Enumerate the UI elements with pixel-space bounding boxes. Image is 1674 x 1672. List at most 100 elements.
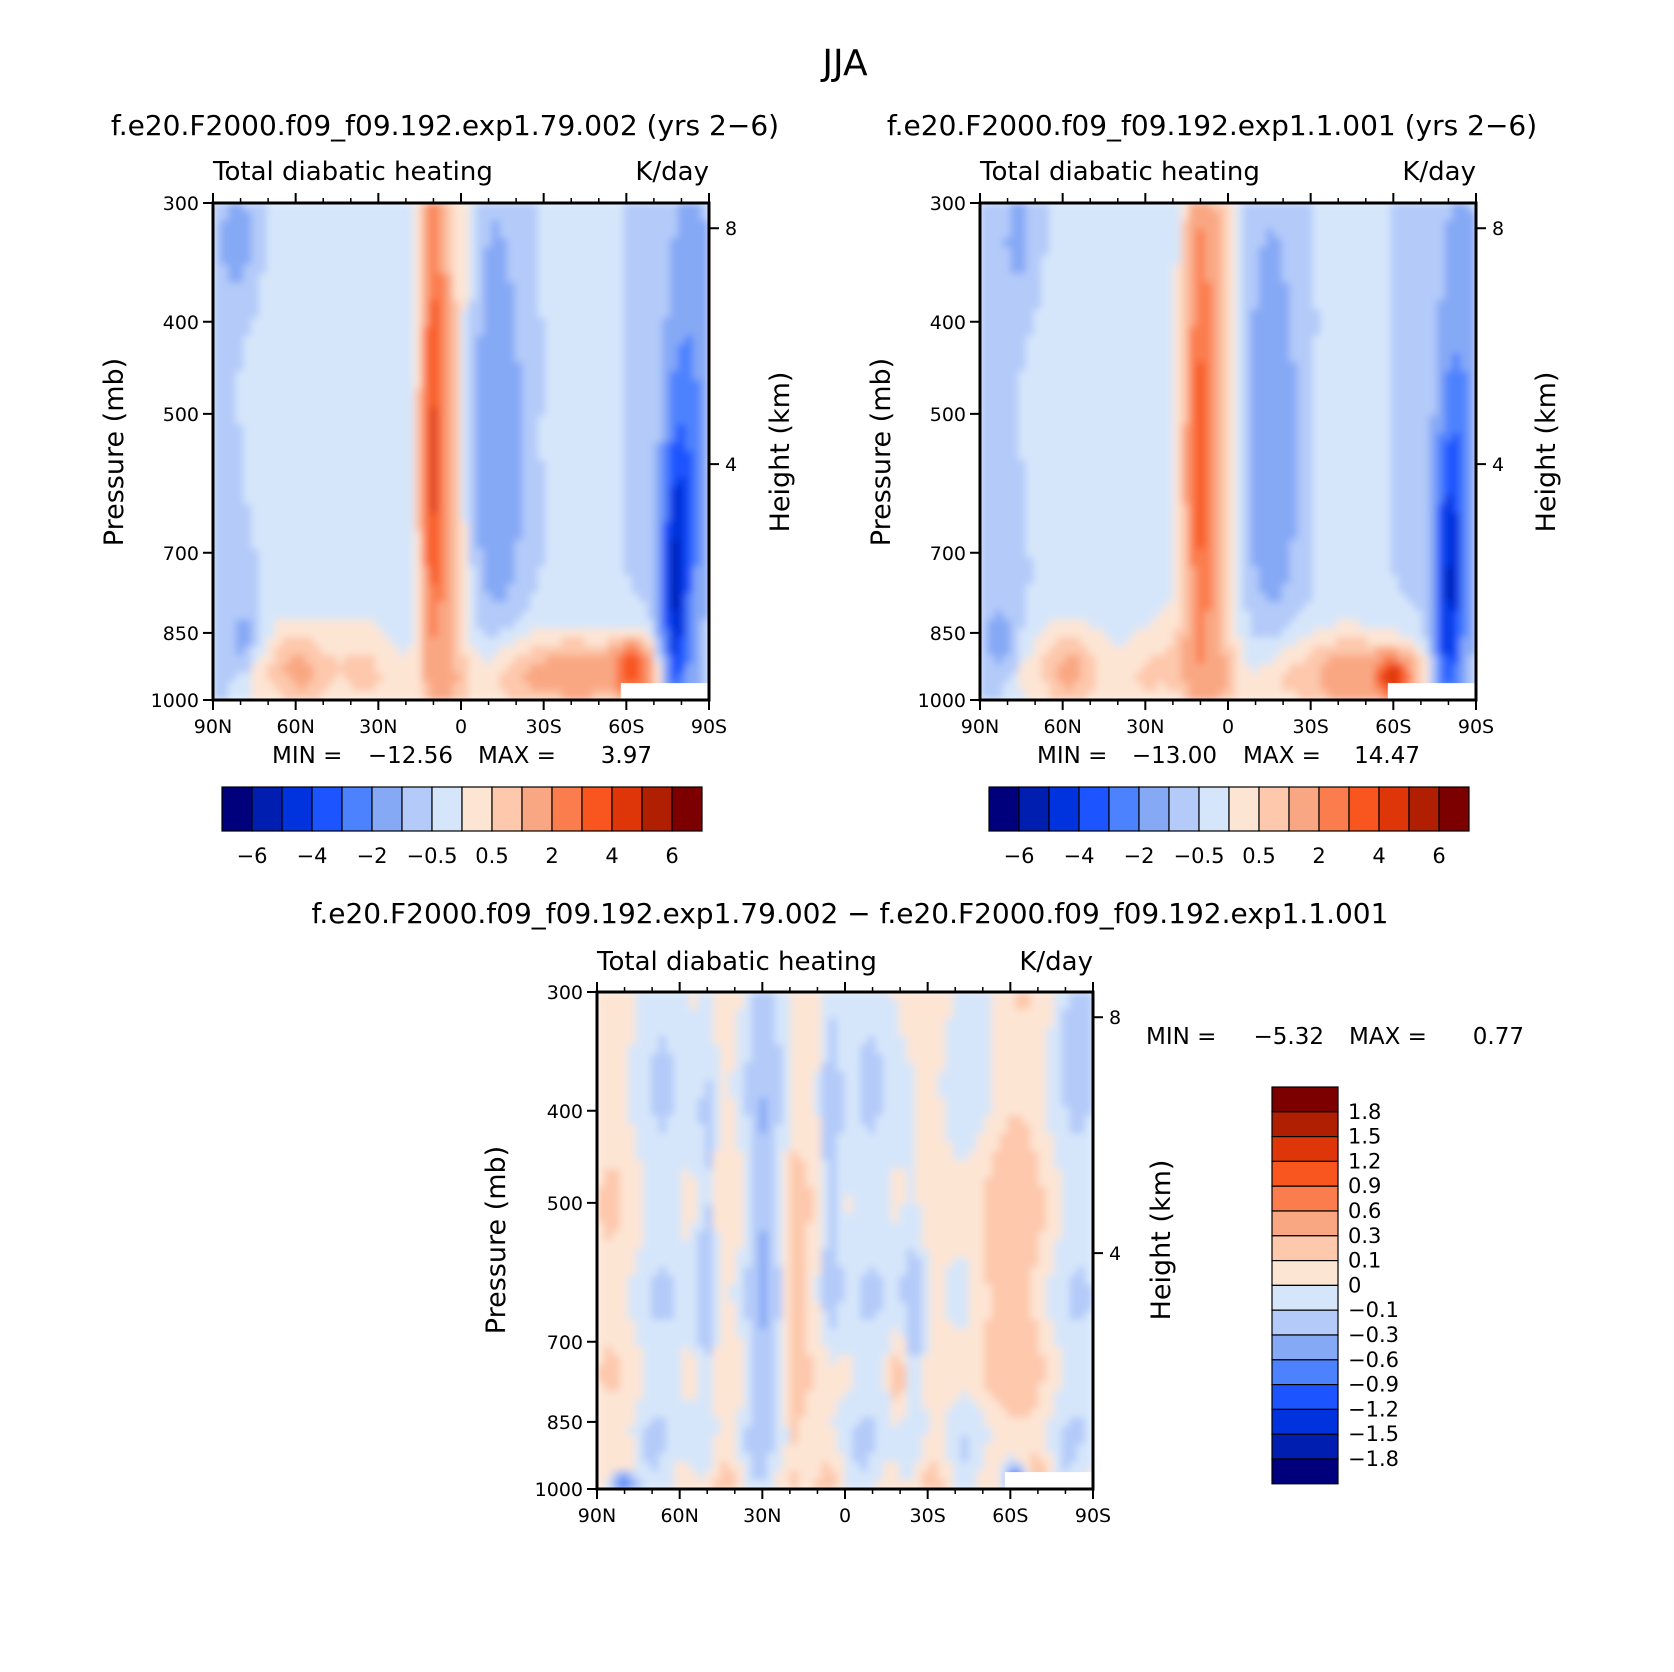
case-field-cell: [553, 451, 563, 461]
case-field-cell: [545, 672, 555, 683]
control-field-cell: [1181, 371, 1190, 382]
control-field-cell: [1405, 317, 1415, 328]
case-field-cell: [600, 255, 609, 266]
case-field-cell: [538, 513, 547, 524]
case-field-cell: [213, 477, 222, 488]
control-field-cell: [1336, 273, 1345, 284]
case-field-cell: [452, 637, 462, 648]
control-field-cell: [995, 246, 1004, 257]
case-field-cell: [367, 326, 377, 337]
case-field-cell: [445, 664, 454, 674]
case-field-cell: [600, 309, 609, 319]
control-field-cell: [1173, 255, 1182, 266]
case-field-cell: [530, 246, 539, 257]
case-field-cell: [476, 637, 485, 648]
case-field-cell: [328, 317, 338, 328]
control-field-cell: [1235, 326, 1244, 337]
control-field-cell: [987, 220, 996, 231]
case-field-cell: [290, 672, 299, 683]
case-field-cell: [460, 300, 470, 311]
control-field-cell: [1134, 273, 1144, 284]
case-field-cell: [491, 664, 501, 674]
control-field-cell: [1250, 273, 1260, 284]
case-field-cell: [344, 664, 353, 674]
control-field-cell: [1026, 211, 1035, 222]
case-field-cell: [530, 601, 539, 612]
control-field-cell: [1250, 282, 1260, 293]
control-field-cell: [1413, 203, 1423, 213]
case-field-cell: [398, 246, 408, 257]
control-field-cell: [1033, 203, 1043, 213]
case-field-cell: [646, 203, 656, 213]
case-field-cell: [445, 309, 454, 319]
case-field-cell: [592, 681, 601, 692]
case-field-cell: [654, 353, 663, 364]
case-field-cell: [266, 557, 276, 568]
case-field-cell: [522, 220, 532, 231]
control-field-cell: [1080, 380, 1089, 390]
case-field-cell: [305, 264, 315, 275]
case-field-cell: [352, 477, 361, 488]
case-field-cell: [646, 326, 656, 337]
case-field-cell: [584, 495, 594, 506]
control-field-cell: [995, 371, 1004, 382]
case-field-cell: [584, 504, 594, 515]
case-field-cell: [646, 522, 656, 532]
case-field-cell: [359, 326, 369, 337]
case-field-cell: [631, 238, 640, 248]
case-field-cell: [220, 433, 229, 444]
case-field-cell: [545, 406, 555, 417]
case-field-cell: [390, 513, 400, 524]
case-field-cell: [328, 584, 338, 595]
case-field-cell: [592, 344, 601, 355]
case-field-cell: [220, 504, 229, 515]
case-field-cell: [445, 424, 454, 435]
case-field-cell: [460, 584, 470, 595]
case-field-cell: [607, 255, 617, 266]
case-field-cell: [352, 362, 361, 373]
case-field-cell: [297, 300, 307, 311]
case-field-cell: [282, 317, 291, 328]
case-field-cell: [367, 255, 377, 266]
case-field-cell: [429, 468, 439, 479]
case-field-cell: [638, 335, 648, 346]
control-field-cell: [1064, 264, 1074, 275]
case-field-cell: [352, 619, 361, 630]
case-field-cell: [561, 637, 570, 648]
case-colorbar-box: [671, 786, 703, 832]
case-field-cell: [243, 468, 253, 479]
control-field-cell: [1072, 291, 1082, 302]
case-field-cell: [251, 246, 260, 257]
case-field-cell: [538, 477, 547, 488]
control-field-cell: [1266, 362, 1275, 373]
case-field-cell: [592, 246, 601, 257]
case-field-cell: [592, 335, 601, 346]
case-field-cell: [367, 504, 377, 515]
case-field-cell: [468, 442, 477, 453]
case-field-cell: [445, 681, 454, 692]
case-field-cell: [406, 203, 415, 213]
case-field-cell: [468, 353, 477, 364]
case-field-cell: [538, 309, 547, 319]
case-field-cell: [313, 397, 322, 408]
case-field-cell: [460, 291, 470, 302]
case-field-cell: [507, 317, 516, 328]
case-field-cell: [359, 246, 369, 257]
case-field-cell: [421, 397, 431, 408]
control-field-cell: [1095, 344, 1105, 355]
control-field-cell: [1382, 255, 1392, 266]
case-field-cell: [592, 309, 601, 319]
case-field-cell: [390, 300, 400, 311]
case-field-cell: [414, 424, 423, 435]
control-field-cell: [1026, 344, 1035, 355]
control-field-cell: [1405, 353, 1415, 364]
case-field-cell: [669, 273, 679, 284]
case-field-cell: [638, 593, 648, 603]
case-field-cell: [607, 646, 617, 657]
case-field-cell: [460, 273, 470, 284]
case-field-cell: [538, 459, 547, 470]
case-field-cell: [352, 575, 361, 586]
case-field-cell: [669, 601, 679, 612]
case-field-cell: [693, 388, 702, 399]
control-field-cell: [1126, 273, 1136, 284]
